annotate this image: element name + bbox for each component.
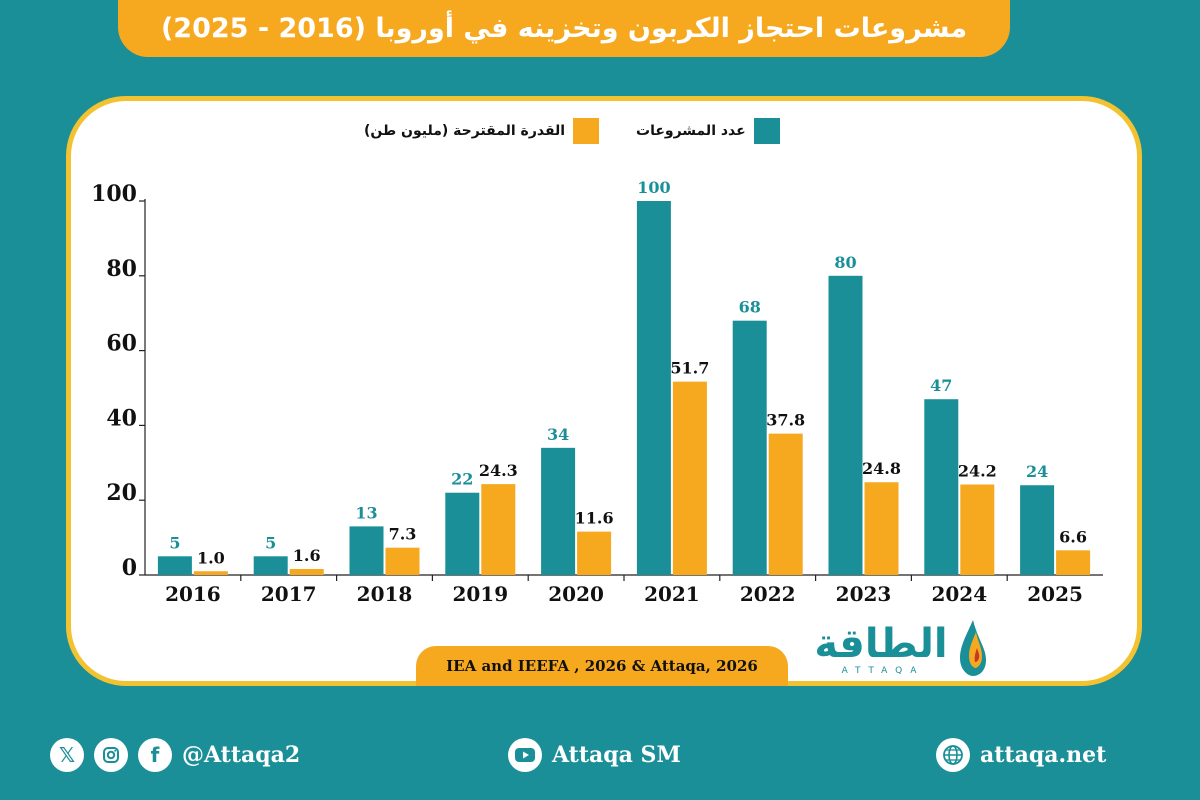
x-tick-label: 2018 (357, 582, 413, 606)
y-tick-label: 0 (122, 555, 137, 581)
x-tick-label: 2025 (1027, 582, 1083, 606)
y-tick-label: 20 (106, 480, 137, 506)
bar-projects (157, 556, 192, 575)
bar-projects (445, 492, 480, 575)
bar-projects (1020, 485, 1055, 575)
title-banner: مشروعات احتجاز الكربون وتخزينه في أوروبا… (118, 0, 1010, 57)
legend-label-capacity: القدرة المقترحة (مليون طن) (364, 123, 566, 139)
legend-item-capacity: القدرة المقترحة (مليون طن) (364, 116, 600, 146)
data-label-capacity: 24.3 (479, 461, 518, 480)
instagram-icon[interactable] (94, 738, 128, 772)
data-label-capacity: 24.8 (862, 459, 901, 478)
source-note: IEA and IEEFA , 2026 & Attaqa, 2026 (416, 646, 788, 686)
bar-capacity (481, 484, 516, 575)
data-label-projects: 47 (930, 376, 952, 395)
flame-drop-icon (960, 620, 986, 676)
x-tick-label: 2016 (165, 582, 221, 606)
legend-label-projects: عدد المشروعات (636, 123, 746, 139)
data-label-capacity: 37.8 (766, 411, 805, 430)
bar-capacity (193, 571, 228, 575)
x-tick-label: 2023 (836, 582, 892, 606)
footer-social: 𝕏 f @Attaqa2 (50, 735, 300, 775)
data-label-projects: 68 (739, 298, 761, 317)
data-label-projects: 5 (265, 533, 276, 552)
youtube-icon[interactable] (508, 738, 542, 772)
logo-wordmark-latin: ATTAQA (841, 666, 925, 676)
bar-capacity (864, 482, 899, 575)
bar-projects (541, 447, 576, 575)
bar-projects (828, 275, 863, 575)
bar-capacity (1056, 550, 1091, 575)
bar-projects (924, 399, 959, 575)
data-label-capacity: 1.0 (197, 548, 225, 567)
data-label-projects: 100 (637, 178, 670, 197)
x-tick-label: 2022 (740, 582, 796, 606)
data-label-projects: 13 (355, 503, 377, 522)
x-tick-label: 2017 (261, 582, 317, 606)
y-tick-label: 80 (106, 256, 137, 282)
data-label-capacity: 51.7 (670, 359, 709, 378)
data-label-projects: 22 (451, 470, 473, 489)
data-label-projects: 80 (834, 253, 856, 272)
bar-projects (636, 201, 671, 575)
bar-projects (253, 556, 288, 575)
data-label-projects: 24 (1026, 462, 1048, 481)
footer-website: attaqa.net (936, 735, 1106, 775)
bar-projects (349, 526, 384, 575)
x-icon[interactable]: 𝕏 (50, 738, 84, 772)
social-handle[interactable]: @Attaqa2 (182, 742, 301, 768)
data-label-capacity: 7.3 (389, 525, 417, 544)
bar-capacity (960, 484, 995, 575)
data-label-projects: 5 (169, 533, 180, 552)
y-tick-label: 60 (106, 331, 137, 357)
x-tick-label: 2019 (452, 582, 508, 606)
data-label-capacity: 24.2 (958, 461, 997, 480)
bar-projects (732, 320, 767, 575)
youtube-label[interactable]: Attaqa SM (552, 742, 681, 768)
legend-swatch-projects (753, 118, 780, 144)
x-tick-label: 2021 (644, 582, 700, 606)
bar-capacity (385, 547, 420, 575)
legend-swatch-capacity (573, 118, 600, 144)
bar-capacity (672, 381, 707, 575)
bar-capacity (577, 531, 612, 575)
y-tick-label: 40 (106, 405, 137, 431)
footer-youtube: Attaqa SM (508, 735, 681, 775)
x-tick-label: 2024 (931, 582, 987, 606)
data-label-projects: 34 (547, 425, 569, 444)
chart-card (66, 96, 1142, 686)
data-label-capacity: 1.6 (293, 546, 321, 565)
data-label-capacity: 11.6 (575, 509, 614, 528)
x-tick-label: 2020 (548, 582, 604, 606)
website-link[interactable]: attaqa.net (980, 742, 1107, 768)
data-label-capacity: 6.6 (1059, 527, 1087, 546)
facebook-icon[interactable]: f (138, 738, 172, 772)
attaqa-logo: الطاقة ATTAQA (806, 618, 996, 684)
bar-capacity (768, 433, 803, 575)
bar-capacity (289, 569, 324, 575)
page-title: مشروعات احتجاز الكربون وتخزينه في أوروبا… (160, 13, 968, 44)
y-tick-label: 100 (91, 181, 137, 207)
logo-wordmark-arabic: الطاقة (814, 621, 948, 667)
legend-item-projects: عدد المشروعات (636, 116, 780, 146)
globe-icon[interactable] (936, 738, 970, 772)
